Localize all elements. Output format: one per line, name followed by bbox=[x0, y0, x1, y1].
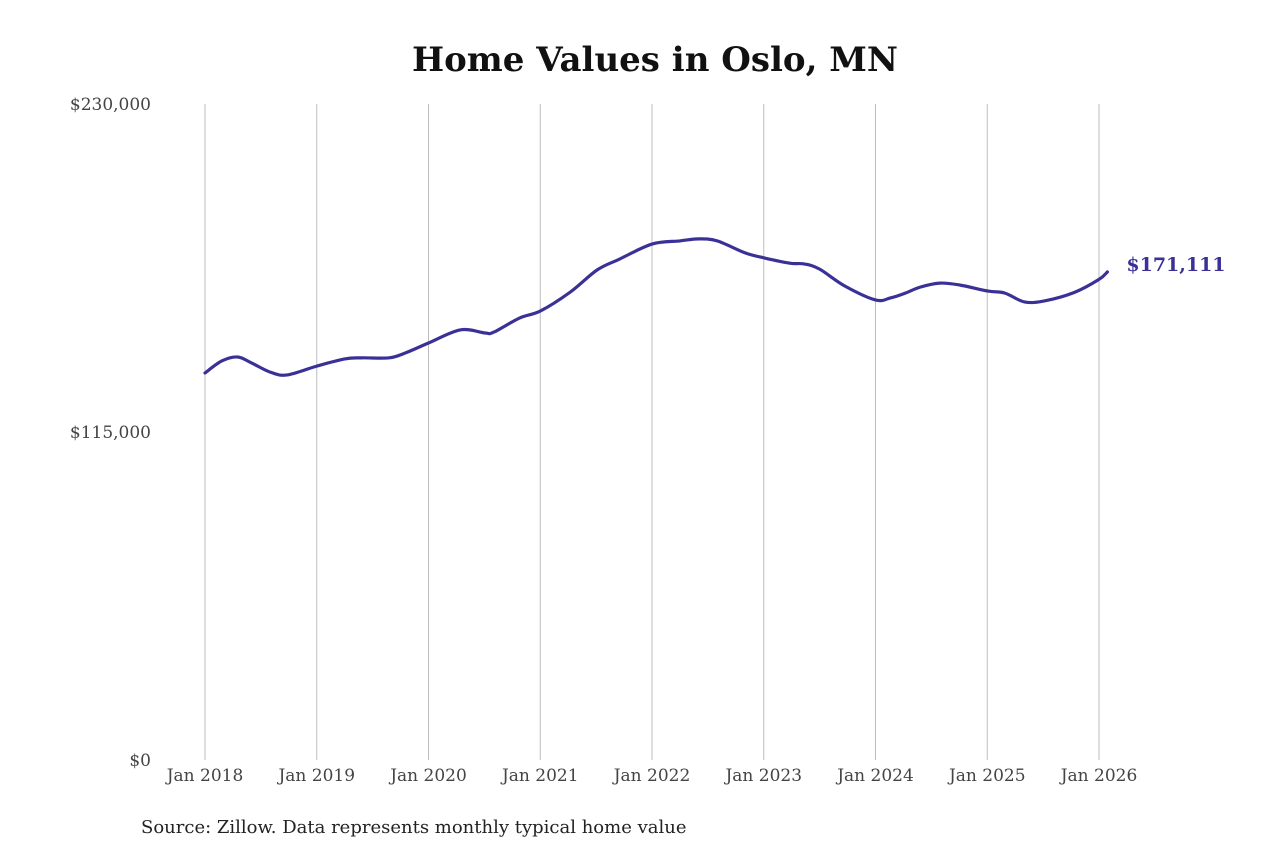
y-tick-label: $0 bbox=[129, 751, 151, 771]
series-line-home-value bbox=[203, 237, 1109, 377]
end-value-label: $171,111 bbox=[1126, 254, 1225, 276]
x-tick-label: Jan 2021 bbox=[500, 766, 579, 786]
x-tick-label: Jan 2025 bbox=[947, 766, 1026, 786]
x-tick-label: Jan 2026 bbox=[1059, 766, 1138, 786]
chart-title: Home Values in Oslo, MN bbox=[412, 40, 898, 80]
x-tick-label: Jan 2022 bbox=[612, 766, 691, 786]
x-tick-label: Jan 2019 bbox=[276, 766, 355, 786]
x-tick-label: Jan 2023 bbox=[723, 766, 802, 786]
source-note: Source: Zillow. Data represents monthly … bbox=[141, 817, 687, 838]
y-tick-label: $115,000 bbox=[70, 423, 151, 443]
x-tick-label: Jan 2018 bbox=[165, 766, 244, 786]
x-tick-label: Jan 2024 bbox=[835, 766, 914, 786]
x-tick-label: Jan 2020 bbox=[388, 766, 467, 786]
y-tick-label: $230,000 bbox=[70, 95, 151, 115]
